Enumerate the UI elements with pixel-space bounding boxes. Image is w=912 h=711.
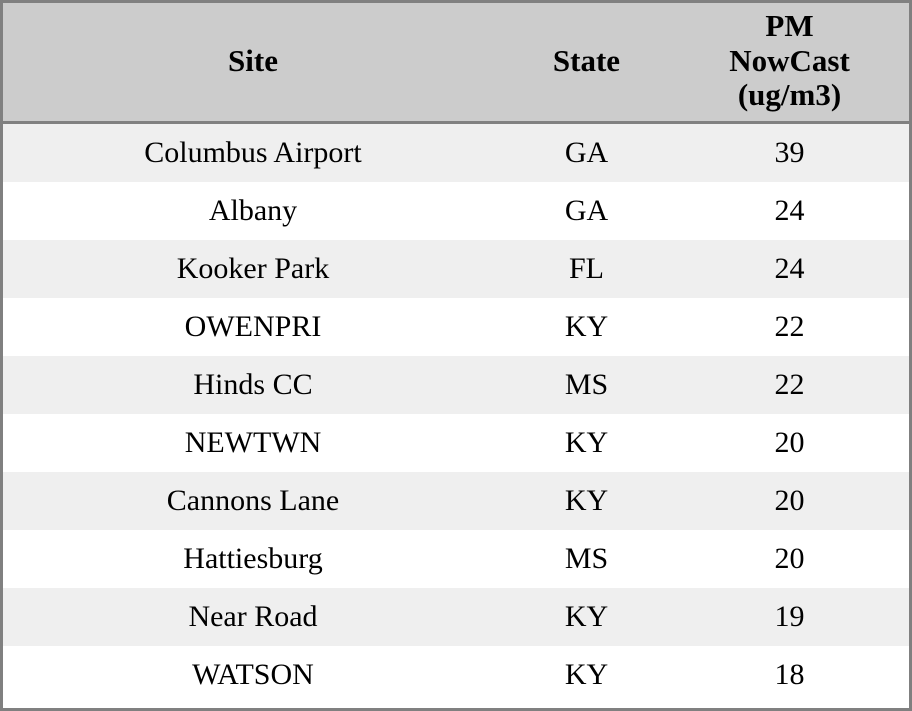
table-row: Columbus Airport GA 39 bbox=[3, 122, 909, 183]
cell-state: KY bbox=[503, 588, 670, 647]
pm-nowcast-table: Site State PM NowCast (ug/m3) Columbus A… bbox=[3, 3, 909, 705]
cell-site: Albany bbox=[3, 182, 503, 241]
cell-pm-nowcast: 20 bbox=[670, 414, 909, 473]
cell-state: KY bbox=[503, 414, 670, 473]
cell-state: MS bbox=[503, 530, 670, 589]
cell-site: WATSON bbox=[3, 646, 503, 705]
cell-pm-nowcast: 18 bbox=[670, 646, 909, 705]
cell-state: GA bbox=[503, 122, 670, 183]
cell-site: OWENPRI bbox=[3, 298, 503, 357]
cell-pm-nowcast: 22 bbox=[670, 356, 909, 415]
cell-pm-nowcast: 39 bbox=[670, 122, 909, 183]
column-header-pm-nowcast-line-1: PM bbox=[765, 8, 814, 43]
table-row: Albany GA 24 bbox=[3, 182, 909, 241]
table-row: WATSON KY 18 bbox=[3, 646, 909, 705]
cell-site: Hattiesburg bbox=[3, 530, 503, 589]
cell-site: Hinds CC bbox=[3, 356, 503, 415]
column-header-pm-nowcast-line-3: (ug/m3) bbox=[737, 77, 842, 113]
cell-site: NEWTWN bbox=[3, 414, 503, 473]
cell-state: KY bbox=[503, 472, 670, 531]
cell-pm-nowcast: 20 bbox=[670, 472, 909, 531]
cell-site: Kooker Park bbox=[3, 240, 503, 299]
cell-pm-nowcast: 22 bbox=[670, 298, 909, 357]
table-row: OWENPRI KY 22 bbox=[3, 298, 909, 357]
cell-state: KY bbox=[503, 298, 670, 357]
table-row: Near Road KY 19 bbox=[3, 588, 909, 647]
cell-state: KY bbox=[503, 646, 670, 705]
table-body: Columbus Airport GA 39 Albany GA 24 Kook… bbox=[3, 122, 909, 705]
column-header-site-line-1: Site bbox=[228, 42, 278, 78]
table-row: Hattiesburg MS 20 bbox=[3, 530, 909, 589]
table-row: NEWTWN KY 20 bbox=[3, 414, 909, 473]
column-header-pm-nowcast: PM NowCast (ug/m3) bbox=[670, 3, 909, 125]
cell-site: Columbus Airport bbox=[3, 122, 503, 183]
cell-pm-nowcast: 24 bbox=[670, 240, 909, 299]
cell-pm-nowcast: 24 bbox=[670, 182, 909, 241]
table-row: Cannons Lane KY 20 bbox=[3, 472, 909, 531]
cell-pm-nowcast: 20 bbox=[670, 530, 909, 589]
column-header-pm-nowcast-line-2: NowCast bbox=[729, 42, 850, 78]
table-header-row: Site State PM NowCast (ug/m3) bbox=[3, 3, 909, 125]
cell-site: Near Road bbox=[3, 588, 503, 647]
table-row: Hinds CC MS 22 bbox=[3, 356, 909, 415]
table-row: Kooker Park FL 24 bbox=[3, 240, 909, 299]
column-header-site: Site bbox=[3, 3, 503, 125]
cell-pm-nowcast: 19 bbox=[670, 588, 909, 647]
cell-state: GA bbox=[503, 182, 670, 241]
cell-state: MS bbox=[503, 356, 670, 415]
column-header-state: State bbox=[503, 3, 670, 125]
table-header: Site State PM NowCast (ug/m3) bbox=[3, 3, 909, 125]
column-header-state-line-1: State bbox=[552, 42, 621, 78]
cell-state: FL bbox=[503, 240, 670, 299]
cell-site: Cannons Lane bbox=[3, 472, 503, 531]
